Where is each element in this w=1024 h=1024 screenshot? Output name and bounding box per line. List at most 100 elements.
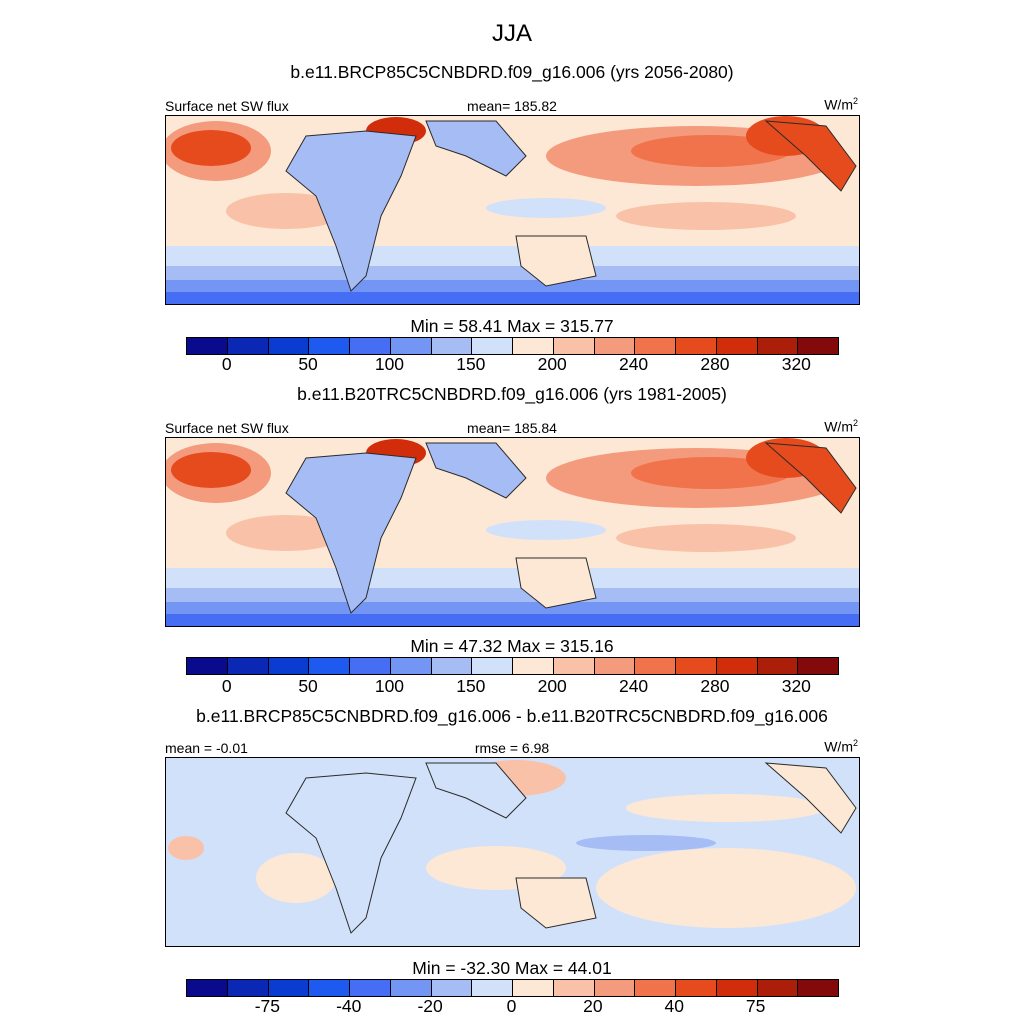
colorbar-swatch xyxy=(472,338,513,354)
colorbar-swatch xyxy=(676,338,717,354)
colorbar-swatch xyxy=(187,658,228,674)
map-cell-west-atlantic xyxy=(168,836,204,860)
colorbar-swatch xyxy=(635,658,676,674)
colorbar-tick-label: 240 xyxy=(618,676,649,696)
map-cell-maritime xyxy=(486,198,606,218)
colorbar-swatch xyxy=(268,980,310,996)
map-asia xyxy=(425,762,527,819)
colorbar-swatch xyxy=(309,658,350,674)
panel-3-map-svg xyxy=(166,758,859,946)
panel-2-mean-label: mean= 185.84 xyxy=(467,420,557,436)
panel-2-colorbar xyxy=(186,657,839,675)
colorbar-tick-label: 40 xyxy=(664,996,684,1016)
colorbar-tick-label: 0 xyxy=(506,996,517,1016)
panel-2-map xyxy=(165,437,860,627)
map-australia xyxy=(515,877,597,929)
colorbar-swatch xyxy=(350,338,391,354)
map-central-america xyxy=(764,442,857,514)
map-band-south-3 xyxy=(166,280,859,292)
colorbar-tick-label: 280 xyxy=(700,676,730,696)
map-africa xyxy=(285,772,417,934)
colorbar-tick-label: 50 xyxy=(298,676,318,696)
panel-1-variable-label: Surface net SW flux xyxy=(165,98,289,114)
colorbar-tick-label: 100 xyxy=(374,676,405,696)
map-cell-south-atlantic xyxy=(226,193,346,229)
colorbar-tick-label: -40 xyxy=(336,996,362,1016)
colorbar-swatch xyxy=(716,980,758,996)
colorbar-swatch xyxy=(350,658,391,674)
colorbar-swatch xyxy=(187,338,228,354)
map-cell-maritime xyxy=(486,520,606,540)
colorbar-swatch xyxy=(431,338,473,354)
panel-2-units-base: W/m xyxy=(824,418,853,435)
colorbar-tick-label: 100 xyxy=(374,354,405,374)
colorbar-tick-label: 320 xyxy=(781,354,811,374)
map-central-america xyxy=(764,120,857,192)
colorbar-tick-label: 0 xyxy=(221,354,232,374)
colorbar-swatch xyxy=(594,338,636,354)
colorbar-tick-label: 280 xyxy=(700,354,730,374)
map-asia xyxy=(425,120,527,177)
colorbar-swatch xyxy=(798,338,838,354)
panel-1-map-svg xyxy=(166,116,859,304)
colorbar-swatch xyxy=(676,980,717,996)
panel-3-minmax: Min = -32.30 Max = 44.01 xyxy=(412,958,612,978)
panel-1-mean-label: mean= 185.82 xyxy=(467,98,557,114)
colorbar-swatch xyxy=(472,980,513,996)
colorbar-swatch xyxy=(227,338,269,354)
panel-2-variable-label: Surface net SW flux xyxy=(165,420,289,436)
colorbar-swatch xyxy=(716,658,758,674)
colorbar-swatch xyxy=(798,658,838,674)
colorbar-swatch xyxy=(390,338,432,354)
colorbar-swatch xyxy=(594,658,636,674)
colorbar-swatch xyxy=(390,658,432,674)
panel-1-colorbar xyxy=(186,337,839,355)
map-band-south-4 xyxy=(166,614,859,626)
panel-3-map xyxy=(165,757,860,947)
map-australia xyxy=(515,235,597,287)
colorbar-tick-label: 240 xyxy=(618,354,649,374)
panel-3-colorbar xyxy=(186,979,839,997)
colorbar-swatch xyxy=(553,980,595,996)
colorbar-tick-label: 150 xyxy=(456,354,486,374)
colorbar-tick-label: -75 xyxy=(254,996,281,1016)
colorbar-swatch xyxy=(390,980,432,996)
map-cell-atlantic-core xyxy=(171,452,251,488)
colorbar-swatch xyxy=(350,980,391,996)
panel-2-title: b.e11.B20TRC5CNBDRD.f09_g16.006 (yrs 198… xyxy=(297,384,727,404)
colorbar-swatch xyxy=(268,338,310,354)
colorbar-swatch xyxy=(798,980,838,996)
colorbar-swatch xyxy=(268,658,310,674)
colorbar-tick-label: 320 xyxy=(781,676,811,696)
panel-2-units-sup: 2 xyxy=(852,418,858,428)
map-cell-atlantic-core xyxy=(171,130,251,166)
colorbar-swatch xyxy=(309,338,350,354)
colorbar-swatch xyxy=(676,658,717,674)
panel-2-map-svg xyxy=(166,438,859,626)
colorbar-swatch xyxy=(635,338,676,354)
colorbar-swatch xyxy=(227,980,269,996)
panel-3-title: b.e11.BRCP85C5CNBDRD.f09_g16.006 - b.e11… xyxy=(196,706,828,726)
map-cell-south-pacific xyxy=(616,202,796,230)
map-band-south-2 xyxy=(166,588,859,602)
panel-1-minmax: Min = 58.41 Max = 315.77 xyxy=(410,316,614,336)
panel-2-units: W/m2 xyxy=(824,418,858,435)
colorbar-swatch xyxy=(757,338,799,354)
panel-3-units-sup: 2 xyxy=(852,738,858,748)
map-cell-south-atlantic xyxy=(226,515,346,551)
map-cell-south-atlantic xyxy=(256,853,336,903)
colorbar-swatch xyxy=(553,658,595,674)
panel-1-units: W/m2 xyxy=(824,96,858,113)
colorbar-swatch xyxy=(594,980,636,996)
colorbar-swatch xyxy=(757,658,799,674)
panel-3-rmse-label: rmse = 6.98 xyxy=(474,740,550,756)
colorbar-tick-label: 75 xyxy=(745,996,766,1016)
panel-1-units-sup: 2 xyxy=(852,96,858,106)
map-cell-north-pacific xyxy=(626,794,826,822)
map-africa xyxy=(285,452,417,614)
map-cell-equatorial-pacific xyxy=(576,835,716,851)
colorbar-swatch xyxy=(513,338,554,354)
panel-2-minmax: Min = 47.32 Max = 315.16 xyxy=(410,636,614,656)
map-asia xyxy=(425,442,527,499)
colorbar-swatch xyxy=(553,338,595,354)
